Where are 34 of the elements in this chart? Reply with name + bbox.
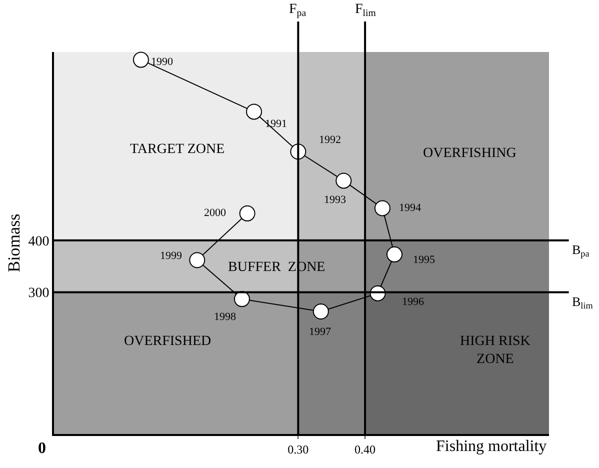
annotation: 1995 xyxy=(413,254,436,266)
annotation: TARGET ZONE xyxy=(130,142,225,157)
annotation: 1993 xyxy=(324,194,346,206)
x-tick-label: 0.30 xyxy=(288,442,309,456)
point xyxy=(189,252,206,268)
y-tick-label: 400 xyxy=(28,234,50,250)
annotation: 1992 xyxy=(319,134,341,146)
ref-line-label: B$_{pa}$ xyxy=(572,242,590,259)
annotation: 2000 xyxy=(204,207,226,219)
annotation: OVERFISHED xyxy=(124,334,212,349)
annotation: OVERFISHING xyxy=(423,146,516,161)
annotation: HIGH RISK ZONE xyxy=(460,334,530,368)
x-axis-title: Fishing mortality xyxy=(436,438,547,455)
annotation: 1994 xyxy=(399,202,422,214)
x-tick-label: 0.40 xyxy=(354,442,376,456)
annotation: 1998 xyxy=(214,311,236,323)
ref-line-label: F$_{pa}$ xyxy=(289,2,307,19)
y-tick-label: 300 xyxy=(28,286,50,302)
point xyxy=(234,291,250,308)
ref-line-label: F$_{lim}$ xyxy=(355,2,376,19)
point xyxy=(239,205,256,222)
point xyxy=(312,304,329,320)
y-axis-title: Biomass xyxy=(4,214,24,272)
point xyxy=(374,200,390,216)
point xyxy=(386,246,402,262)
annotation: 1996 xyxy=(402,296,424,308)
annotation: 1999 xyxy=(160,250,182,262)
text: 0 xyxy=(38,440,46,457)
annotation: 1997 xyxy=(309,326,332,338)
point xyxy=(336,172,352,189)
point xyxy=(246,104,262,120)
annotation: 1990 xyxy=(151,56,174,68)
ref-line-label: B$_{lim}$ xyxy=(572,294,593,311)
point xyxy=(132,52,149,68)
